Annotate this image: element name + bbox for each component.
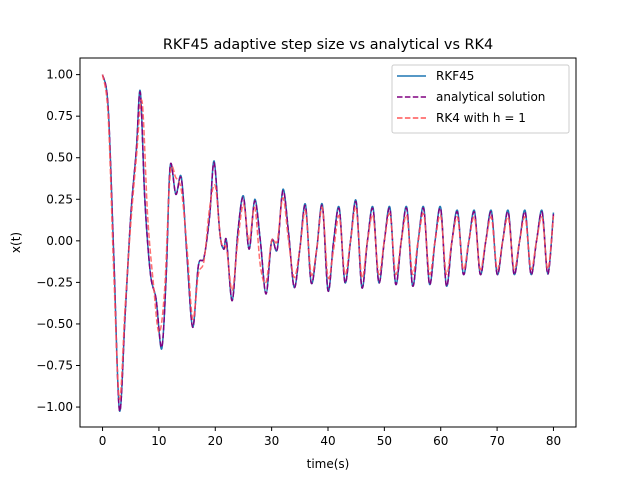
y-tick-label: 0.75 <box>46 109 73 123</box>
y-tick-label: 0.50 <box>46 151 73 165</box>
y-axis-label: x(t) <box>9 232 23 253</box>
x-tick-label: 50 <box>377 434 392 448</box>
legend: RKF45 analytical solution RK4 with h = 1 <box>391 64 570 134</box>
legend-rkf45: RKF45 <box>397 69 474 83</box>
legend-label: RKF45 <box>436 69 474 83</box>
rk4-line <box>101 74 555 400</box>
x-tick-label: 40 <box>320 434 335 448</box>
chart-title: RKF45 adaptive step size vs analytical v… <box>163 37 493 53</box>
y-tick-label: −1.00 <box>36 400 73 414</box>
legend-label: analytical solution <box>436 90 545 104</box>
y-tick-label: −0.50 <box>36 317 73 331</box>
legend-rk4: RK4 with h = 1 <box>397 111 526 125</box>
y-tick-label: 0.00 <box>46 234 73 248</box>
series-group <box>101 74 555 412</box>
y-tick-label: −0.25 <box>36 275 73 289</box>
x-tick-label: 20 <box>208 434 223 448</box>
x-tick-label: 0 <box>99 434 107 448</box>
y-tick-label: 0.25 <box>46 192 73 206</box>
x-tick-label: 10 <box>151 434 166 448</box>
x-axis: 0 10 20 30 40 50 60 70 80 <box>99 427 561 448</box>
legend-analytical: analytical solution <box>397 90 545 104</box>
legend-entries: RKF45 analytical solution RK4 with h = 1 <box>397 69 545 125</box>
x-tick-label: 60 <box>433 434 448 448</box>
y-axis: −1.00 −0.75 −0.50 −0.25 0.00 0.25 0.50 0.75 1.00 <box>36 68 80 414</box>
x-tick-label: 70 <box>489 434 504 448</box>
x-axis-label: time(s) <box>307 457 350 471</box>
legend-box <box>391 64 570 134</box>
x-tick-label: 80 <box>546 434 561 448</box>
legend-label: RK4 with h = 1 <box>436 111 526 125</box>
x-tick-label: 30 <box>264 434 279 448</box>
y-tick-label: 1.00 <box>46 68 73 82</box>
y-tick-label: −0.75 <box>36 359 73 373</box>
